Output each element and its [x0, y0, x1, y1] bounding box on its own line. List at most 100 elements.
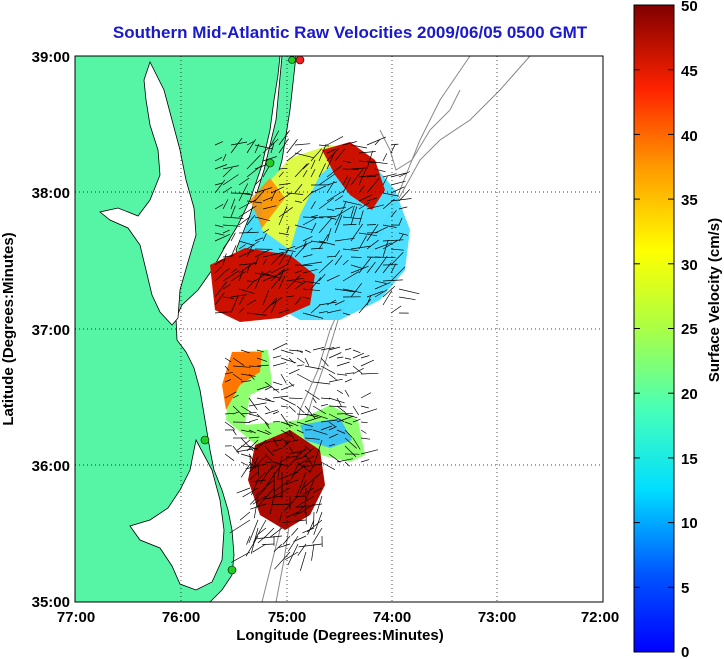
velocity-arrow [352, 349, 361, 354]
velocity-arrow [232, 357, 245, 366]
velocity-arrow [350, 205, 355, 218]
velocity-arrow [262, 228, 270, 234]
velocity-arrow [224, 453, 235, 461]
velocity-arrow [360, 449, 379, 455]
velocity-arrow [336, 415, 354, 423]
velocity-arrow [326, 136, 344, 146]
velocity-arrow [254, 249, 270, 258]
velocity-arrow [390, 198, 412, 202]
velocity-arrow [382, 153, 388, 162]
velocity-arrow [262, 196, 273, 202]
velocity-arrow [334, 148, 346, 162]
grid [75, 56, 603, 602]
velocity-arrow [326, 148, 339, 162]
velocity-arrow [278, 275, 286, 290]
velocity-arrow [278, 171, 284, 178]
velocity-arrow [382, 290, 393, 306]
velocity-arrow [254, 256, 259, 266]
velocity-arrow [398, 288, 420, 295]
velocity-arrow [224, 391, 237, 399]
velocity-arrow [240, 437, 254, 452]
velocity-arrow [318, 240, 336, 246]
velocity-arrow [214, 141, 224, 146]
velocity-arrow [366, 136, 386, 146]
velocity-arrow [278, 205, 288, 226]
velocity-arrow [334, 255, 343, 266]
velocity-arrow [270, 269, 285, 282]
velocity-arrow [214, 292, 225, 306]
velocity-arrow [252, 479, 267, 482]
velocity-arrow [278, 192, 292, 202]
x-tick-label: 72:00 [581, 609, 619, 626]
velocity-arrow [342, 259, 349, 266]
velocity-arrow [248, 365, 262, 368]
velocity-arrow [224, 379, 232, 383]
velocity-arrow [358, 202, 370, 210]
velocity-arrow [270, 130, 280, 146]
velocity-arrow [222, 186, 232, 194]
velocity-arrow [350, 167, 367, 170]
velocity-arrow [236, 439, 251, 451]
velocity-arrow [302, 487, 315, 495]
velocity-arrow [230, 268, 237, 274]
velocity-arrow [374, 242, 392, 250]
velocity-arrow [320, 403, 328, 407]
velocity-arrow [232, 394, 239, 399]
velocity-arrow [254, 271, 264, 290]
velocity-arrow [222, 167, 233, 178]
velocity-arrow [232, 405, 246, 418]
velocity-arrow [312, 347, 324, 351]
velocity-arrow [398, 171, 410, 178]
velocity-arrow [256, 357, 268, 362]
velocity-arrow [286, 295, 295, 298]
velocity-arrow [296, 429, 304, 434]
velocity-arrow [304, 479, 315, 503]
velocity-arrow [350, 144, 367, 149]
velocity-arrow [302, 236, 313, 242]
velocity-arrow [350, 223, 363, 242]
velocity-arrow [318, 273, 326, 282]
velocity-arrow [390, 180, 406, 186]
velocity-arrow [214, 311, 232, 314]
velocity-arrow [240, 429, 253, 433]
velocity-arrow [278, 207, 293, 218]
velocity-arrow [304, 461, 313, 463]
velocity-arrow [222, 174, 239, 186]
velocity-arrow [266, 463, 283, 486]
velocity-arrow [310, 222, 317, 234]
velocity-arrow [304, 357, 310, 366]
velocity-arrow [302, 463, 323, 468]
velocity-arrow [232, 429, 237, 436]
velocity-arrow [214, 281, 228, 298]
velocity-arrow [238, 288, 255, 294]
station-marker [288, 56, 296, 64]
velocity-arrow [382, 239, 398, 250]
velocity-arrow [326, 208, 335, 211]
y-tick-label: 37:00 [32, 322, 70, 339]
velocity-arrow [222, 153, 227, 162]
y-axis: 39:00 38:00 37:00 36:00 35:00 Latitude (… [0, 49, 70, 611]
velocity-arrow [294, 264, 313, 266]
velocity-arrow [238, 307, 245, 314]
velocity-arrow [274, 479, 291, 492]
velocity-arrow [294, 183, 303, 194]
velocity-arrow [214, 182, 223, 186]
velocity-arrow [374, 255, 388, 274]
velocity-arrow [264, 453, 274, 462]
velocity-arrow [358, 168, 367, 186]
velocity-arrow [238, 262, 257, 266]
colorbar-tick-label: 10 [681, 515, 698, 532]
velocity-arrow [297, 455, 315, 466]
velocity-arrow [360, 437, 371, 440]
x-tick-label: 76:00 [162, 609, 200, 626]
velocity-arrow [286, 245, 296, 250]
velocity-arrow [293, 463, 307, 475]
velocity-arrow [334, 300, 345, 306]
velocity-arrow [262, 543, 275, 545]
velocity-arrow [302, 268, 318, 274]
velocity-arrow [230, 205, 236, 218]
velocity-arrow [262, 233, 267, 242]
velocity-arrow [299, 551, 307, 572]
velocity-arrow [366, 239, 379, 250]
velocity-arrow [214, 203, 224, 210]
